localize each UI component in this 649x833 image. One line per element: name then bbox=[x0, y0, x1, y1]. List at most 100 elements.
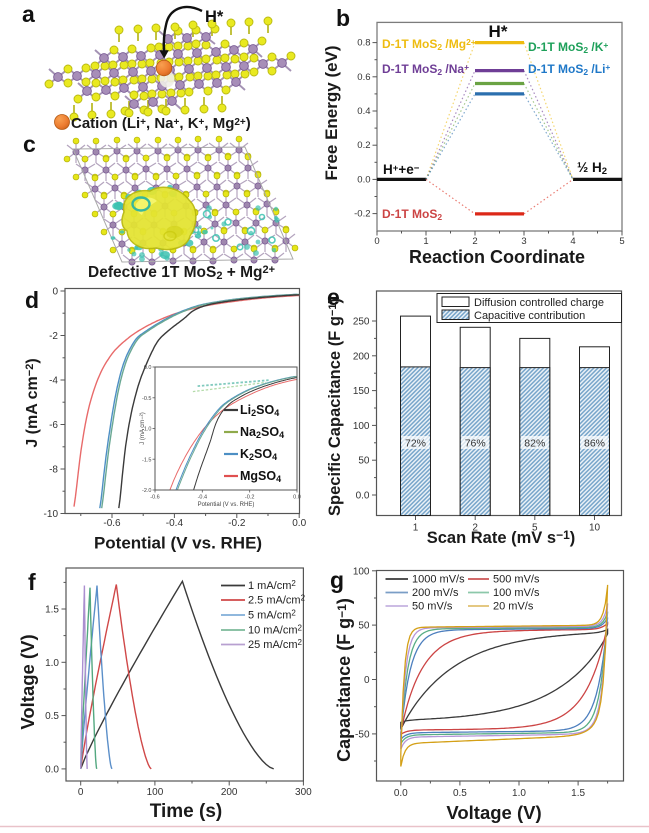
svg-text:Voltage (V): Voltage (V) bbox=[17, 634, 38, 729]
svg-text:Diffusion controlled charge: Diffusion controlled charge bbox=[474, 297, 604, 309]
svg-text:2: 2 bbox=[472, 236, 477, 247]
svg-text:1.0: 1.0 bbox=[45, 658, 59, 669]
svg-text:D-1T MoS2 /K+: D-1T MoS2 /K+ bbox=[528, 40, 608, 55]
svg-text:e: e bbox=[327, 284, 340, 310]
svg-text:H*: H* bbox=[489, 22, 508, 41]
svg-text:J (mA cm−²): J (mA cm−²) bbox=[140, 412, 146, 445]
svg-text:D-1T MoS2 /Mg2+: D-1T MoS2 /Mg2+ bbox=[382, 37, 476, 52]
svg-text:Capacitive contribution: Capacitive contribution bbox=[474, 310, 585, 322]
svg-text:82%: 82% bbox=[524, 438, 545, 450]
svg-text:100 mV/s: 100 mV/s bbox=[493, 587, 540, 599]
svg-text:150: 150 bbox=[353, 386, 370, 397]
svg-text:-2: -2 bbox=[49, 331, 58, 342]
svg-text:0.5: 0.5 bbox=[45, 711, 59, 722]
svg-text:25 mA/cm2: 25 mA/cm2 bbox=[248, 638, 303, 651]
svg-text:5: 5 bbox=[619, 236, 624, 247]
svg-text:4: 4 bbox=[570, 236, 575, 247]
svg-text:Potential (V vs. RHE): Potential (V vs. RHE) bbox=[198, 502, 255, 508]
svg-text:Scan Rate (mV s−1): Scan Rate (mV s−1) bbox=[427, 528, 576, 547]
svg-text:50: 50 bbox=[358, 456, 370, 467]
svg-text:0.4: 0.4 bbox=[357, 106, 370, 117]
svg-text:H++e−: H++e− bbox=[383, 162, 420, 177]
svg-text:0.6: 0.6 bbox=[357, 72, 370, 83]
svg-text:Cation (Li+, Na+, K+, Mg2+): Cation (Li+, Na+, K+, Mg2+) bbox=[71, 115, 251, 132]
svg-text:0.5: 0.5 bbox=[453, 788, 467, 799]
svg-text:50 mV/s: 50 mV/s bbox=[412, 601, 453, 613]
svg-text:1 mA/cm2: 1 mA/cm2 bbox=[248, 579, 296, 592]
svg-text:Voltage (V): Voltage (V) bbox=[446, 802, 541, 823]
svg-text:0.0: 0.0 bbox=[45, 764, 59, 775]
svg-text:-6: -6 bbox=[49, 420, 58, 431]
svg-text:0.2: 0.2 bbox=[357, 140, 370, 151]
svg-text:10: 10 bbox=[589, 523, 601, 534]
svg-text:c: c bbox=[23, 131, 36, 157]
svg-text:H*: H* bbox=[205, 8, 224, 26]
svg-text:1.5: 1.5 bbox=[571, 788, 585, 799]
svg-text:100: 100 bbox=[353, 421, 370, 432]
svg-text:b: b bbox=[336, 5, 350, 31]
svg-text:D-1T MoS2 /Na+: D-1T MoS2 /Na+ bbox=[382, 62, 469, 77]
svg-text:0.0: 0.0 bbox=[292, 518, 306, 529]
svg-text:5: 5 bbox=[532, 523, 538, 534]
svg-text:100: 100 bbox=[147, 787, 164, 798]
svg-text:-10: -10 bbox=[44, 509, 59, 520]
svg-text:-0.2: -0.2 bbox=[245, 495, 254, 501]
svg-text:-2.0: -2.0 bbox=[142, 488, 151, 494]
svg-text:72%: 72% bbox=[405, 438, 426, 450]
svg-text:-0.4: -0.4 bbox=[198, 495, 207, 501]
svg-text:½ H2: ½ H2 bbox=[577, 160, 607, 177]
svg-text:Reaction Coordinate: Reaction Coordinate bbox=[409, 247, 585, 267]
svg-text:1: 1 bbox=[423, 236, 428, 247]
svg-text:a: a bbox=[22, 1, 35, 27]
svg-text:Capacitance (F g−1): Capacitance (F g−1) bbox=[334, 598, 354, 762]
svg-text:86%: 86% bbox=[584, 438, 605, 450]
svg-text:-0.4: -0.4 bbox=[166, 518, 184, 529]
svg-text:10 mA/cm2: 10 mA/cm2 bbox=[248, 624, 303, 637]
svg-text:0: 0 bbox=[52, 287, 58, 298]
svg-text:0.0: 0.0 bbox=[144, 365, 152, 371]
svg-text:250: 250 bbox=[353, 317, 370, 328]
svg-text:Time (s): Time (s) bbox=[150, 801, 223, 822]
svg-text:100: 100 bbox=[353, 566, 370, 577]
svg-text:2.5 mA/cm2: 2.5 mA/cm2 bbox=[248, 594, 306, 607]
svg-text:1000 mV/s: 1000 mV/s bbox=[412, 574, 465, 586]
svg-text:200 mV/s: 200 mV/s bbox=[412, 587, 459, 599]
svg-text:1.5: 1.5 bbox=[45, 605, 59, 616]
svg-text:-1.0: -1.0 bbox=[142, 427, 151, 433]
svg-text:-0.6: -0.6 bbox=[150, 495, 159, 501]
svg-text:300: 300 bbox=[295, 787, 312, 798]
svg-text:Li2SO4: Li2SO4 bbox=[240, 403, 279, 418]
svg-text:-0.2: -0.2 bbox=[228, 518, 246, 529]
svg-text:20 mV/s: 20 mV/s bbox=[493, 601, 534, 613]
svg-text:g: g bbox=[330, 567, 344, 593]
svg-text:0: 0 bbox=[78, 787, 84, 798]
svg-text:-50: -50 bbox=[355, 729, 370, 740]
svg-text:f: f bbox=[28, 569, 36, 595]
svg-text:K2SO4: K2SO4 bbox=[240, 447, 277, 462]
svg-text:76%: 76% bbox=[465, 438, 486, 450]
svg-text:0.8: 0.8 bbox=[357, 38, 370, 49]
svg-text:0: 0 bbox=[374, 236, 379, 247]
svg-text:-0.5: -0.5 bbox=[142, 396, 151, 402]
svg-text:d: d bbox=[25, 287, 39, 313]
svg-text:0.0: 0.0 bbox=[357, 174, 370, 185]
svg-text:D-1T MoS2 /Li+: D-1T MoS2 /Li+ bbox=[528, 62, 610, 77]
svg-text:Na2SO4: Na2SO4 bbox=[240, 425, 284, 440]
svg-text:50: 50 bbox=[358, 621, 370, 632]
svg-text:D-1T MoS2: D-1T MoS2 bbox=[382, 207, 442, 222]
svg-text:500 mV/s: 500 mV/s bbox=[493, 574, 540, 586]
svg-text:MgSO4: MgSO4 bbox=[240, 469, 281, 484]
svg-text:Potential (V vs. RHE): Potential (V vs. RHE) bbox=[94, 534, 262, 553]
svg-text:0.0: 0.0 bbox=[356, 491, 370, 502]
svg-text:Specific Capacitance (F g−1): Specific Capacitance (F g−1) bbox=[326, 298, 344, 516]
svg-text:0.0: 0.0 bbox=[293, 495, 301, 501]
svg-text:3: 3 bbox=[521, 236, 526, 247]
svg-text:Defective 1T MoS2 + Mg2+: Defective 1T MoS2 + Mg2+ bbox=[88, 264, 275, 282]
svg-text:200: 200 bbox=[353, 351, 370, 362]
svg-text:0: 0 bbox=[364, 675, 370, 686]
svg-text:-4: -4 bbox=[49, 376, 58, 387]
svg-text:1: 1 bbox=[413, 523, 419, 534]
svg-text:-0.2: -0.2 bbox=[354, 209, 370, 220]
svg-text:2: 2 bbox=[472, 523, 478, 534]
svg-text:0.0: 0.0 bbox=[394, 788, 408, 799]
